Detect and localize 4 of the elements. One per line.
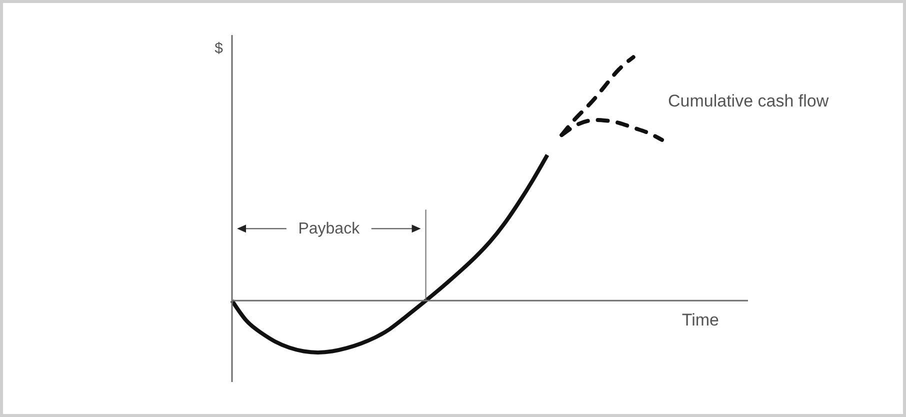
annotation: Cumulative cash flow <box>668 92 830 111</box>
annotation: Payback <box>298 220 361 238</box>
y-axis-title: $ <box>214 40 224 57</box>
x-axis-title: Time <box>682 310 719 330</box>
